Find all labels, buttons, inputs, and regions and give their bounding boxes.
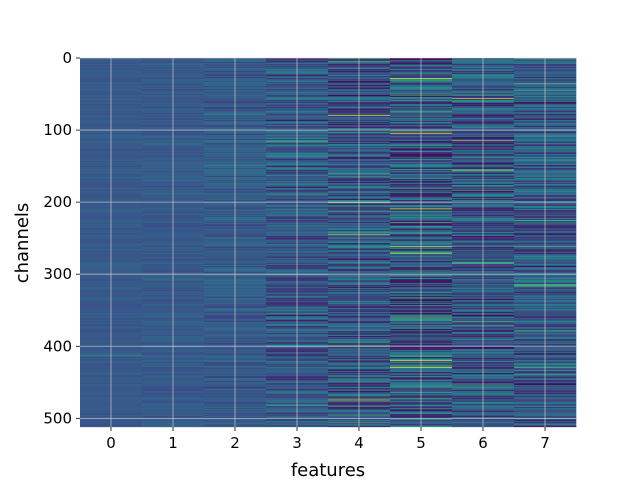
x-tick-label: 6 [478, 434, 488, 452]
plot-area [80, 58, 577, 428]
x-tick-label: 0 [106, 434, 116, 452]
x-axis-label: features [291, 460, 365, 480]
x-tick-label: 7 [540, 434, 550, 452]
y-tick-label: 100 [43, 121, 72, 139]
x-tick-label: 1 [168, 434, 178, 452]
x-tick-label: 5 [416, 434, 426, 452]
y-tick-label: 300 [43, 265, 72, 283]
y-axis-label: channels [12, 203, 33, 284]
y-tick-label: 500 [43, 409, 72, 427]
y-tick-label: 400 [43, 337, 72, 355]
x-tick-label: 2 [230, 434, 240, 452]
x-axis: 0 1 2 3 4 5 6 7 [106, 427, 550, 452]
y-tick-label: 0 [62, 49, 72, 67]
x-tick-label: 4 [354, 434, 364, 452]
grid-lines [80, 57, 576, 427]
x-tick-label: 3 [292, 434, 302, 452]
y-tick-label: 200 [43, 193, 72, 211]
y-axis: 0 100 200 300 400 500 [43, 49, 80, 427]
